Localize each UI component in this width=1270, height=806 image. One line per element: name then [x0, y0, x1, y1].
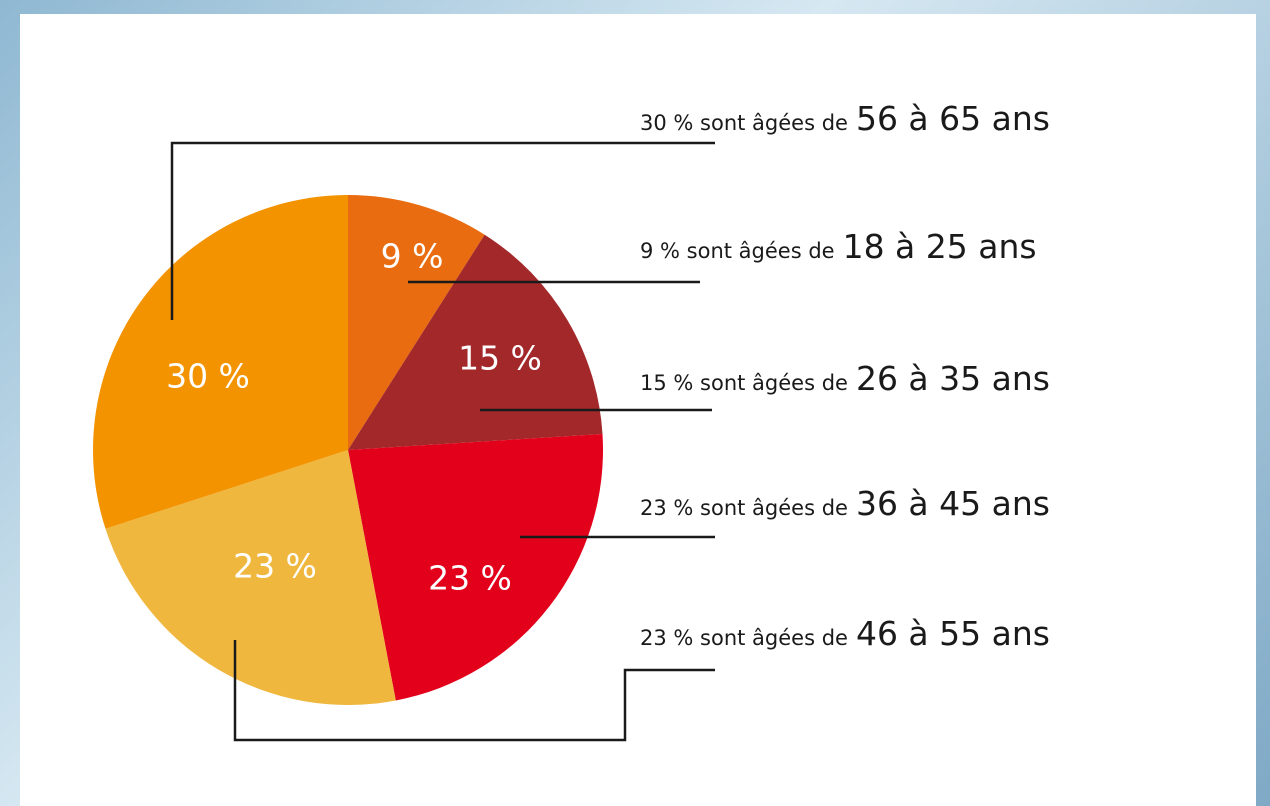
slice-label: 9 %	[381, 237, 444, 276]
legend-lead: 30 % sont âgées de	[640, 111, 848, 135]
chart: 9 % 9 % sont âgées de 18 à 25 ans 15 % 15 % …	[0, 0, 1270, 806]
page: 9 % 9 % sont âgées de 18 à 25 ans 15 % 15 % …	[0, 0, 1270, 806]
legend-lead: 23 % sont âgées de	[640, 496, 848, 520]
legend-range: 18 à 25 ans	[843, 227, 1037, 266]
slice-label: 23 %	[428, 559, 512, 598]
slice-label: 30 %	[166, 357, 250, 396]
slice-label: 15 %	[458, 339, 542, 378]
legend-lead: 9 % sont âgées de	[640, 239, 835, 263]
legend-range: 36 à 45 ans	[856, 484, 1050, 523]
legend-range: 46 à 55 ans	[856, 614, 1050, 653]
legend-range: 56 à 65 ans	[856, 99, 1050, 138]
legend-range: 26 à 35 ans	[856, 359, 1050, 398]
legend-lead: 15 % sont âgées de	[640, 371, 848, 395]
legend-lead: 23 % sont âgées de	[640, 626, 848, 650]
slice-label: 23 %	[233, 547, 317, 586]
